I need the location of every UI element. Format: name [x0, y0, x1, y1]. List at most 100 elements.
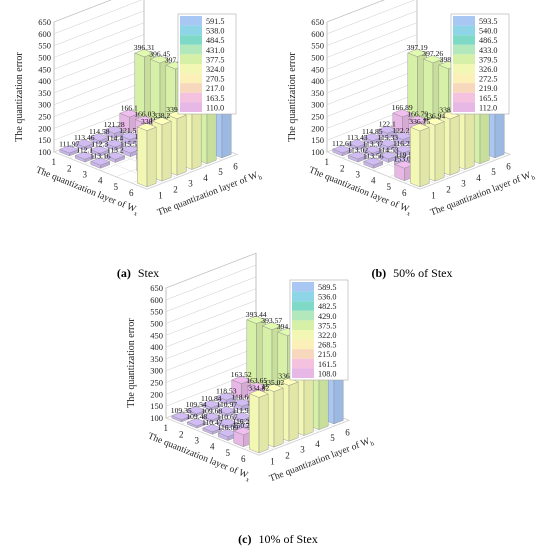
- legend-label: 270.5: [206, 75, 224, 84]
- bar-top-face: [104, 139, 125, 148]
- z-tick-label: 200: [38, 123, 51, 133]
- bar: 109.54: [186, 400, 207, 417]
- bar-side-face: [161, 120, 172, 182]
- bar-data-label: 396.45: [149, 49, 170, 58]
- bar-data-label: 166.1: [121, 103, 138, 112]
- bar-data-label: 338: [141, 117, 153, 126]
- bar-data-label: 336.75: [409, 117, 430, 126]
- bar: 109.35: [171, 406, 192, 423]
- bar-data-label: 112.3: [91, 140, 108, 149]
- x-tick-label: 4: [98, 176, 103, 186]
- bar-data-label: 166.03: [134, 110, 155, 119]
- panel-c-bars: 393.44 163.52 393.57 118.53 163.65 394.57 110.…: [171, 288, 344, 454]
- z-tick-label: 550: [150, 307, 163, 317]
- x-axis-label-subscript: x: [133, 210, 139, 218]
- legend-swatch: [292, 301, 314, 311]
- bar: 113.43: [347, 133, 368, 151]
- caption-a-letter: (a): [117, 266, 131, 280]
- bar-data-label: 397.19: [407, 43, 428, 52]
- bar-side-face: [146, 126, 157, 188]
- bar-data-label: 153.01: [394, 154, 415, 163]
- z-tick-label: 100: [311, 147, 324, 157]
- bar-data-label: 114.53: [378, 145, 399, 154]
- bar-top-face: [377, 125, 398, 134]
- bar-data-label: 113.2: [107, 146, 124, 155]
- legend-swatch: [180, 64, 202, 74]
- bar-top-face: [216, 392, 237, 401]
- bar: 111.97: [59, 139, 80, 157]
- bar-data-label: 116.09: [217, 423, 238, 432]
- z-gridline: [165, 323, 257, 360]
- bar-front-face: [249, 393, 260, 454]
- z-tick-label: 600: [38, 29, 51, 39]
- bar: 113.2: [105, 146, 126, 163]
- z-gridline: [326, 81, 418, 117]
- legend-swatch: [453, 73, 475, 84]
- bar-side-face: [449, 115, 460, 176]
- z-gridline: [53, 93, 145, 129]
- caption-a: (a) Stex: [117, 266, 159, 280]
- z-gridline: [53, 10, 145, 46]
- bar-data-label: 113.37: [362, 139, 383, 148]
- legend-label: 110.0: [206, 103, 224, 112]
- bar-data-label: 394.57: [277, 322, 298, 331]
- legend-swatch: [180, 102, 202, 112]
- bar: 110.97: [216, 400, 237, 417]
- bar-top-face: [149, 55, 170, 64]
- bar-data-label: 393.44: [246, 310, 267, 319]
- x-tick-label: 4: [371, 176, 376, 186]
- legend-swatch: [453, 16, 475, 26]
- bar-data-label: 397.26: [422, 49, 443, 58]
- bar-data-label: 110.47: [202, 418, 223, 427]
- bar-data-label: 396.31: [134, 43, 155, 52]
- x-axis-label-subscript: x: [406, 210, 412, 218]
- floor-gridline: [326, 151, 421, 190]
- z-gridline: [53, 0, 112, 23]
- bar-side-face: [273, 387, 284, 448]
- legend-label: 217.0: [206, 84, 224, 93]
- y-tick-label: 1: [158, 190, 163, 200]
- bar-data-label: 114.4: [106, 133, 123, 142]
- z-gridline: [53, 57, 145, 94]
- bar-data-label: 116.28: [232, 417, 253, 426]
- bar-top-face: [186, 418, 207, 427]
- x-tick-label: 3: [83, 170, 88, 180]
- bar-top-face: [201, 400, 222, 408]
- bar: 113.02: [347, 145, 368, 163]
- legend-label: 165.5: [479, 94, 497, 103]
- bar-data-label: 339.49: [166, 105, 187, 114]
- bar-data-label: 114.85: [362, 127, 383, 136]
- x-tick-label: 1: [164, 423, 169, 433]
- bar: 114.53: [378, 145, 399, 163]
- legend-label: 377.5: [206, 55, 224, 64]
- bar: 338: [136, 117, 157, 188]
- y-tick-label: 3: [461, 179, 466, 189]
- bar-top-face: [439, 111, 460, 120]
- bar-data-label: 336.94: [424, 111, 445, 120]
- legend-label: 484.5: [206, 36, 224, 45]
- bar-data-label: 111.96: [232, 406, 253, 415]
- z-tick-label: 350: [150, 354, 163, 364]
- x-tick-label: 2: [179, 429, 184, 439]
- legend-swatch: [180, 73, 202, 84]
- z-tick-label: 500: [38, 52, 51, 62]
- bar-top-face: [246, 315, 267, 324]
- legend-label: 486.5: [479, 36, 497, 45]
- legend-swatch: [292, 349, 314, 359]
- bar-top-face: [104, 125, 125, 134]
- bar: 122.1: [377, 120, 398, 139]
- z-tick-label: 150: [38, 135, 51, 145]
- bar-top-face: [74, 139, 95, 148]
- bar-top-face: [363, 157, 384, 166]
- bar-data-label: 109.68: [201, 406, 222, 415]
- legend-label: 540.0: [479, 27, 497, 36]
- caption-b: (b) 50% of Stex: [372, 266, 453, 280]
- y-tick-label: 2: [173, 185, 178, 195]
- bar-side-face: [434, 121, 445, 182]
- bar-data-label: 166.89: [392, 103, 413, 112]
- y-tick-label: 5: [218, 167, 223, 177]
- bar-data-label: 119.5: [395, 150, 412, 159]
- z-tick-label: 600: [311, 29, 324, 39]
- z-tick-label: 150: [150, 401, 163, 411]
- legend-label: 112.0: [479, 103, 497, 112]
